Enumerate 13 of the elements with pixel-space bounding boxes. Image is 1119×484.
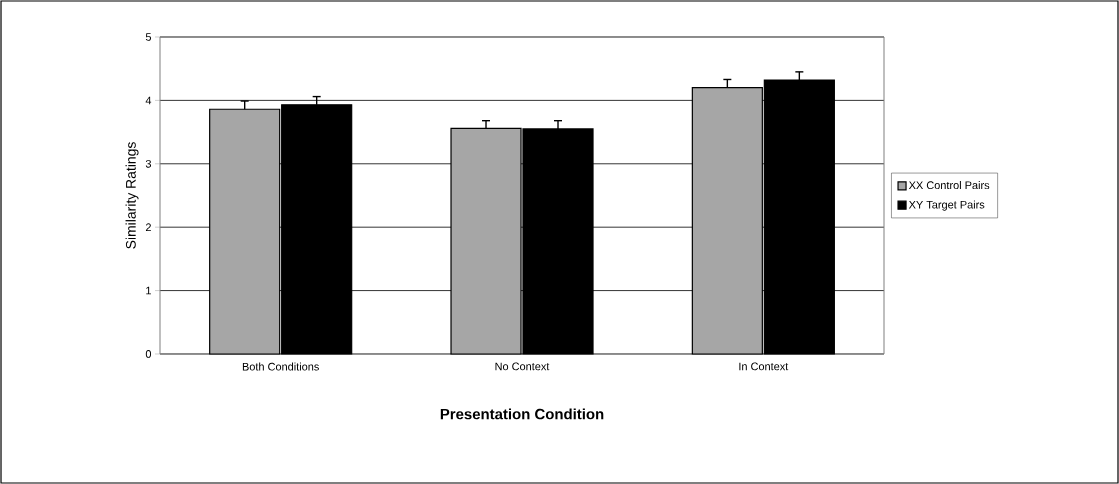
- y-tick-label: 1: [146, 286, 151, 295]
- y-tick-label: 0: [145, 350, 152, 358]
- legend-label: XY Target Pairs: [908, 200, 985, 211]
- x-tick-label: Both Conditions: [242, 362, 319, 371]
- legend-label: XX Control Pairs: [908, 181, 990, 190]
- y-axis-title: Similarity Ratings: [125, 142, 139, 249]
- x-axis-title: Presentation Condition: [440, 408, 604, 420]
- y-tick-label: 4: [145, 96, 152, 105]
- x-tick-label: No Context: [495, 362, 550, 371]
- y-tick-label: 3: [145, 159, 151, 168]
- y-tick-label: 5: [145, 33, 152, 41]
- x-tick-label: In Context: [739, 362, 789, 371]
- y-tick-label: 2: [145, 223, 151, 232]
